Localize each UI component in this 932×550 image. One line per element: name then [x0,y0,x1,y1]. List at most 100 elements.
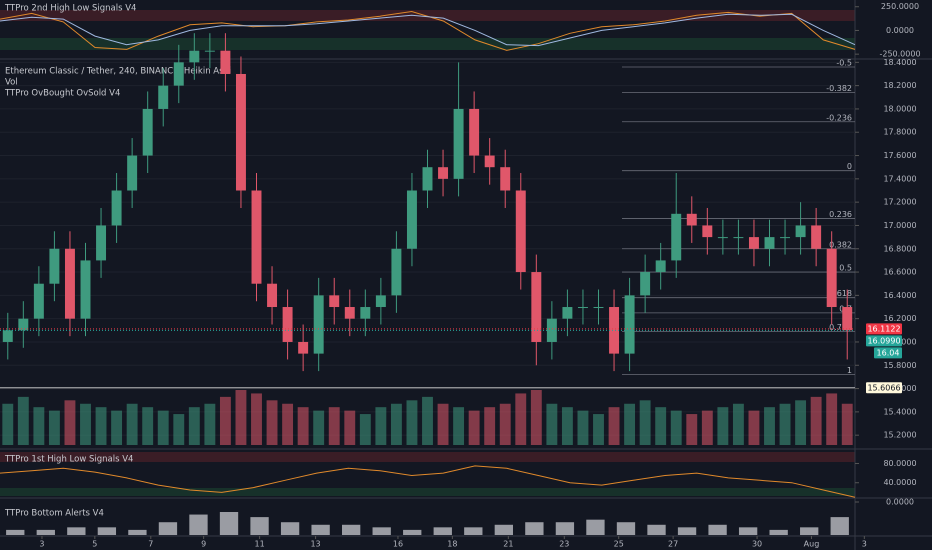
candle-body [282,307,293,342]
alert-bar [433,527,452,535]
volume-bar [453,407,465,445]
alert-bar [464,527,483,535]
volume-bar [841,403,853,445]
alert-bar [219,512,239,535]
x-tick-label: 21 [503,540,513,549]
volume-bar [80,403,91,445]
y-tick-label: 18.0000 [883,104,916,113]
candle-body [515,190,526,273]
volume-bar [686,414,698,445]
candle-body [780,237,791,239]
volume-bar [577,410,589,445]
x-tick-label: Aug [804,540,820,549]
candle-body [609,307,620,354]
volume-bar [732,403,744,445]
chart-title: Ethereum Classic / Tether, 240, BINANCE,… [5,67,231,77]
candle-body [546,318,557,342]
candle-body [562,307,573,319]
candle-body [375,295,386,308]
y-tick-label: 15.2000 [883,431,916,440]
panel-title: TTPro Bottom Alerts V4 [4,509,104,519]
alert-bar [616,522,636,535]
overbought-band [0,452,855,462]
fib-label: -0.382 [826,84,852,93]
candle-body [531,272,542,342]
candle-body [500,167,511,191]
candle-body [235,73,246,191]
y-tick-label: 0.0000 [886,498,914,507]
candle-body [49,248,60,284]
candle-body [702,225,713,238]
volume-bar [188,407,200,445]
candle-body [173,62,184,86]
y-tick-label: 17.0000 [883,221,916,230]
candle-body [453,108,464,179]
volume-bar [639,400,651,445]
alert-bar [677,527,697,535]
volume-bar [111,410,123,445]
volume-bar [701,410,713,445]
volume-bar [219,396,231,445]
volume-bar [406,400,418,445]
volume-bar [422,396,433,445]
candle-body [717,237,728,239]
x-tick-label: 5 [92,540,97,549]
x-tick-label: 13 [310,540,320,549]
alert-bar [586,519,605,535]
candle-body [18,318,29,331]
y-tick-label: 18.2000 [883,81,916,90]
price-tag-label: 16.1122 [867,324,900,333]
volume-bar [297,407,309,445]
alert-bar [250,517,269,535]
indicator-line [0,465,856,498]
alert-bar [67,527,86,535]
volume-bar [810,396,822,445]
y-tick-label: 15.4000 [883,407,916,416]
y-tick-label: 40.0000 [883,478,916,487]
volume-bar [515,393,527,445]
volume-bar [484,407,496,445]
panel-label: TTPro OvBought OvSold V4 [4,89,120,99]
fib-label: 0.236 [829,210,852,219]
alert-bar [36,529,55,535]
volume-bar [546,403,558,445]
alert-bar [280,522,300,535]
candle-body [577,307,588,309]
candle-body [391,248,402,296]
y-tick-label: -250.0000 [879,50,920,59]
candle-body [313,295,324,354]
candle-body [96,225,107,261]
candle-body [484,155,495,168]
volume-bar [235,390,247,445]
alert-bar [647,524,666,535]
candle-body [826,248,837,308]
volume-bar [157,410,169,445]
alert-bar [97,527,117,535]
alert-bar [525,522,544,535]
candle-body [795,225,806,238]
y-tick-label: 17.2000 [883,198,916,207]
candle-body [733,237,744,239]
alert-bar [494,524,513,535]
fib-label: 0.382 [829,240,852,249]
volume-bar [173,414,185,445]
x-tick-label: 11 [255,540,265,549]
candle-body [640,272,651,296]
x-tick-label: 3 [862,540,867,549]
countdown-label: 16.04 [877,348,900,357]
volume-bar [282,403,294,445]
volume-bar [33,407,45,445]
candle-body [111,190,122,226]
fib-label: 0.618 [829,289,852,298]
x-tick-label: 23 [559,540,569,549]
candle-body [80,260,91,319]
alert-bar [738,527,758,535]
x-tick-label: 3 [39,540,44,549]
volume-bar [375,407,387,445]
volume-bar [142,407,154,445]
candle-body [624,295,635,354]
y-tick-label: 80.0000 [883,459,916,468]
oversold-band [0,38,855,50]
volume-bar [795,400,807,445]
